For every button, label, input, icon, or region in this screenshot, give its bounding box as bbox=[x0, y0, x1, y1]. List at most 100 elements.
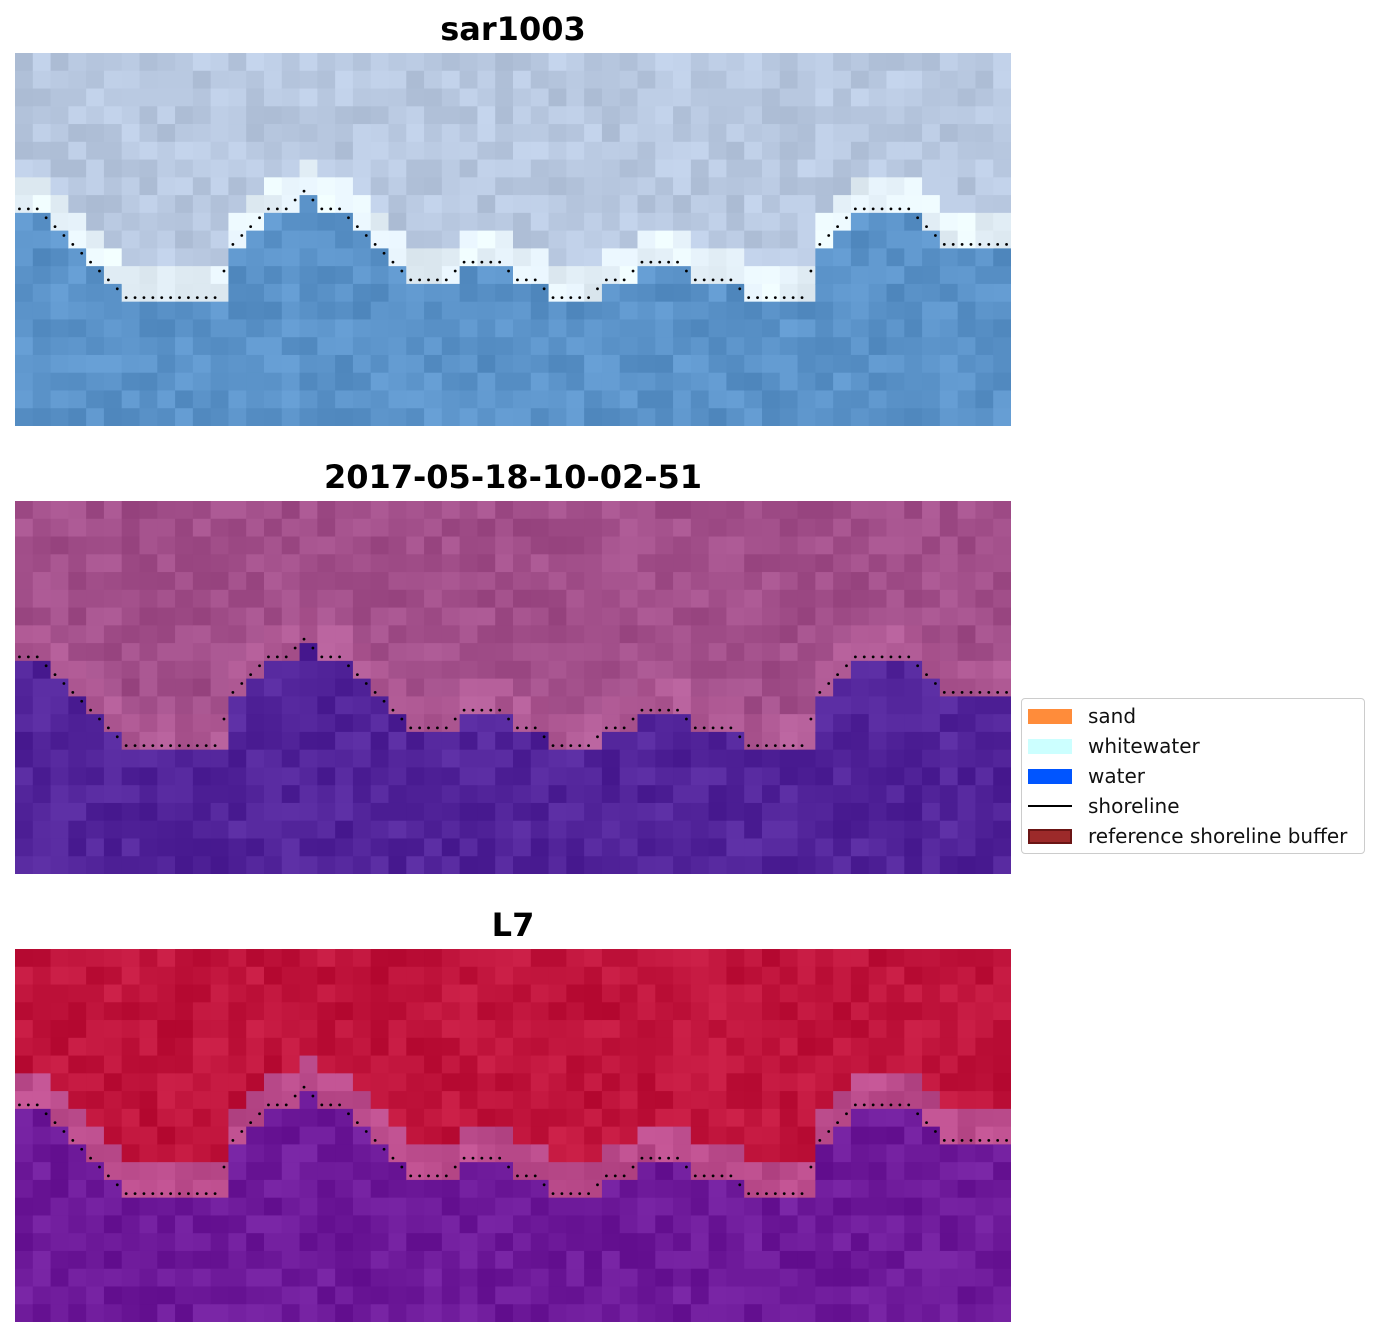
pixel-cell bbox=[32, 518, 52, 538]
pixel-cell bbox=[15, 301, 34, 321]
pixel-cell bbox=[673, 283, 692, 303]
shoreline-point bbox=[880, 655, 884, 659]
pixel-cell bbox=[192, 1002, 212, 1021]
pixel-cell bbox=[779, 248, 799, 267]
pixel-cell bbox=[15, 856, 34, 874]
pixel-cell bbox=[86, 106, 105, 125]
pixel-cell bbox=[850, 408, 870, 426]
pixel-cell bbox=[192, 749, 212, 769]
pixel-cell bbox=[655, 554, 674, 573]
pixel-cell bbox=[406, 518, 425, 538]
pixel-cell bbox=[619, 141, 639, 161]
pixel-cell bbox=[121, 1020, 141, 1039]
pixel-cell bbox=[406, 678, 425, 697]
pixel-cell bbox=[975, 607, 994, 626]
pixel-cell bbox=[388, 1304, 407, 1322]
pixel-cell bbox=[619, 949, 639, 968]
pixel-cell bbox=[192, 714, 212, 733]
pixel-cell bbox=[50, 660, 69, 680]
pixel-cell bbox=[86, 838, 105, 857]
pixel-cell bbox=[157, 696, 176, 715]
pixel-cell bbox=[15, 248, 34, 267]
pixel-cell bbox=[619, 372, 639, 392]
pixel-cell bbox=[299, 319, 318, 338]
pixel-cell bbox=[139, 1162, 158, 1181]
pixel-cell bbox=[121, 266, 141, 285]
pixel-cell bbox=[477, 625, 496, 644]
pixel-cell bbox=[566, 785, 585, 804]
pixel-cell bbox=[246, 1144, 265, 1163]
pixel-cell bbox=[708, 984, 728, 1003]
pixel-cell bbox=[637, 1215, 656, 1234]
shoreline-point bbox=[151, 296, 155, 300]
pixel-cell bbox=[708, 337, 728, 356]
pixel-cell bbox=[690, 660, 710, 680]
pixel-cell bbox=[886, 1250, 905, 1270]
pixel-cell bbox=[50, 696, 69, 715]
pixel-cell bbox=[121, 1037, 141, 1057]
pixel-cell bbox=[139, 1002, 158, 1021]
pixel-cell bbox=[139, 408, 158, 426]
pixel-cell bbox=[406, 1055, 425, 1074]
shoreline-point bbox=[551, 744, 555, 748]
pixel-cell bbox=[103, 408, 123, 426]
pixel-cell bbox=[15, 767, 34, 786]
pixel-cell bbox=[210, 1233, 230, 1252]
pixel-cell bbox=[477, 660, 496, 680]
pixel-cell bbox=[228, 714, 247, 733]
pixel-cell bbox=[993, 572, 1011, 591]
pixel-cell bbox=[15, 589, 34, 609]
pixel-cell bbox=[228, 949, 247, 968]
pixel-cell bbox=[744, 838, 763, 857]
image-panel-2017-05-18 bbox=[15, 501, 1011, 874]
pixel-cell bbox=[815, 319, 834, 338]
pixel-cell bbox=[993, 106, 1011, 125]
pixel-cell bbox=[708, 319, 728, 338]
pixel-cell bbox=[584, 390, 603, 409]
pixel-cell bbox=[32, 820, 52, 840]
pixel-cell bbox=[566, 1037, 585, 1057]
pixel-cell bbox=[939, 589, 959, 609]
pixel-cell bbox=[833, 838, 852, 857]
shoreline-line-sample bbox=[1028, 805, 1072, 807]
pixel-cell bbox=[139, 248, 158, 267]
pixel-cell bbox=[815, 966, 834, 986]
pixel-cell bbox=[530, 536, 550, 555]
pixel-cell bbox=[406, 230, 425, 249]
pixel-cell bbox=[993, 554, 1011, 573]
pixel-cell bbox=[175, 518, 194, 538]
pixel-cell bbox=[601, 1286, 621, 1305]
pixel-cell bbox=[762, 1055, 781, 1074]
pixel-cell bbox=[637, 820, 656, 840]
pixel-cell bbox=[50, 949, 69, 968]
pixel-cell bbox=[246, 572, 265, 591]
pixel-cell bbox=[762, 536, 781, 555]
pixel-cell bbox=[352, 177, 372, 196]
pixel-cell bbox=[939, 1197, 959, 1217]
pixel-cell bbox=[619, 408, 639, 426]
pixel-cell bbox=[335, 212, 354, 232]
pixel-cell bbox=[139, 159, 158, 178]
pixel-cell bbox=[299, 1126, 318, 1145]
pixel-cell bbox=[762, 838, 781, 857]
pixel-cell bbox=[281, 1108, 301, 1128]
pixel-cell bbox=[495, 820, 514, 840]
pixel-cell bbox=[779, 518, 799, 538]
pixel-cell bbox=[192, 1037, 212, 1057]
pixel-cell bbox=[281, 248, 301, 267]
pixel-cell bbox=[210, 53, 230, 72]
shoreline-point bbox=[418, 278, 422, 282]
pixel-cell bbox=[281, 1233, 301, 1252]
pixel-cell bbox=[975, 1055, 994, 1074]
shoreline-point bbox=[996, 242, 1000, 246]
pixel-cell bbox=[86, 678, 105, 697]
pixel-cell bbox=[388, 248, 407, 267]
pixel-cell bbox=[228, 88, 247, 107]
pixel-cell bbox=[246, 390, 265, 409]
pixel-cell bbox=[815, 230, 834, 249]
pixel-cell bbox=[15, 554, 34, 573]
pixel-cell bbox=[566, 124, 585, 143]
pixel-cell bbox=[264, 518, 283, 538]
pixel-cell bbox=[513, 141, 532, 161]
pixel-cell bbox=[584, 714, 603, 733]
